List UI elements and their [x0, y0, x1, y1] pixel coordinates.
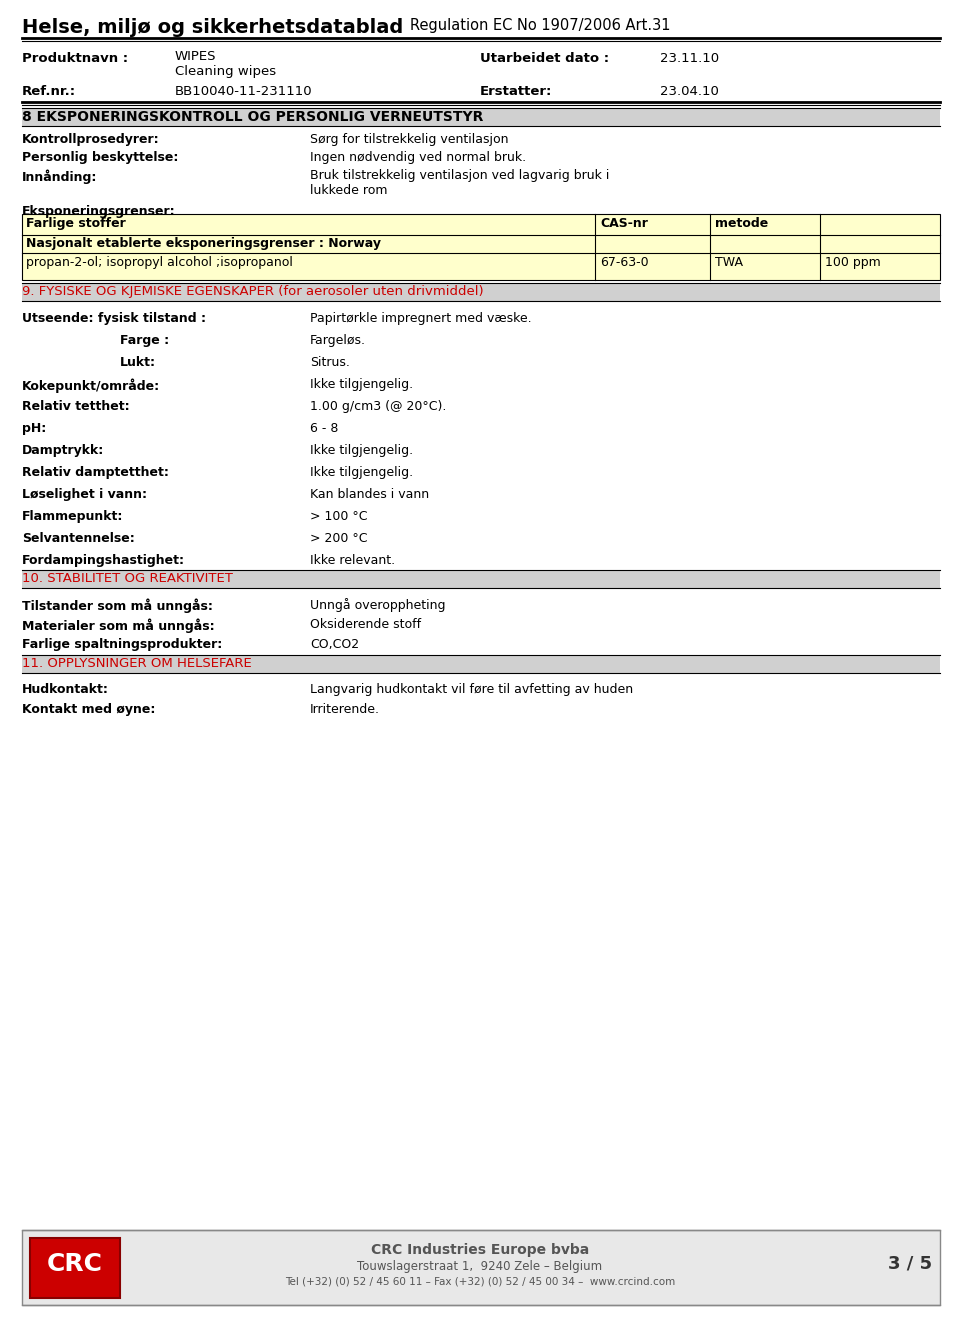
Text: Tel (+32) (0) 52 / 45 60 11 – Fax (+32) (0) 52 / 45 00 34 –  www.crcind.com: Tel (+32) (0) 52 / 45 60 11 – Fax (+32) …	[285, 1276, 675, 1286]
Text: 23.11.10: 23.11.10	[660, 52, 719, 65]
Text: Relativ tetthet:: Relativ tetthet:	[22, 400, 130, 413]
Text: 23.04.10: 23.04.10	[660, 85, 719, 98]
Text: Nasjonalt etablerte eksponeringsgrenser : Norway: Nasjonalt etablerte eksponeringsgrenser …	[26, 237, 381, 250]
Text: Kan blandes i vann: Kan blandes i vann	[310, 489, 429, 500]
Text: Fordampingshastighet:: Fordampingshastighet:	[22, 553, 185, 567]
Text: Relativ damptetthet:: Relativ damptetthet:	[22, 466, 169, 479]
Text: Tilstander som må unngås:: Tilstander som må unngås:	[22, 598, 213, 613]
Bar	[22, 214, 940, 279]
Text: Cleaning wipes: Cleaning wipes	[175, 65, 276, 78]
Text: Ikke tilgjengelig.: Ikke tilgjengelig.	[310, 444, 413, 457]
Text: Fargeløs.: Fargeløs.	[310, 334, 366, 347]
Text: 3 / 5: 3 / 5	[888, 1255, 932, 1272]
Text: 10. STABILITET OG REAKTIVITET: 10. STABILITET OG REAKTIVITET	[22, 572, 233, 585]
Bar	[22, 109, 940, 126]
Text: Løselighet i vann:: Løselighet i vann:	[22, 489, 147, 500]
Bar	[22, 571, 940, 588]
Text: Ikke relevant.: Ikke relevant.	[310, 553, 396, 567]
Text: 9. FYSISKE OG KJEMISKE EGENSKAPER (for aerosoler uten drivmiddel): 9. FYSISKE OG KJEMISKE EGENSKAPER (for a…	[22, 285, 484, 298]
Text: TWA: TWA	[715, 256, 743, 269]
Text: CRC Industries Europe bvba: CRC Industries Europe bvba	[371, 1243, 589, 1256]
Bar	[30, 1238, 120, 1298]
Text: Regulation EC No 1907/2006 Art.31: Regulation EC No 1907/2006 Art.31	[410, 19, 670, 33]
Text: metode: metode	[715, 217, 768, 230]
Text: Flammepunkt:: Flammepunkt:	[22, 510, 124, 523]
Text: Bruk tilstrekkelig ventilasjon ved lagvarig bruk i: Bruk tilstrekkelig ventilasjon ved lagva…	[310, 169, 610, 181]
Text: Erstatter:: Erstatter:	[480, 85, 552, 98]
Text: Ingen nødvendig ved normal bruk.: Ingen nødvendig ved normal bruk.	[310, 151, 526, 164]
Text: Damptrykk:: Damptrykk:	[22, 444, 105, 457]
Text: Ref.nr.:: Ref.nr.:	[22, 85, 76, 98]
Text: Lukt:: Lukt:	[120, 356, 156, 369]
Text: Kontrollprosedyrer:: Kontrollprosedyrer:	[22, 132, 159, 146]
Text: Personlig beskyttelse:: Personlig beskyttelse:	[22, 151, 179, 164]
Text: CRC: CRC	[47, 1253, 103, 1276]
Text: Farlige stoffer: Farlige stoffer	[26, 217, 126, 230]
Text: Farlige spaltningsprodukter:: Farlige spaltningsprodukter:	[22, 638, 223, 651]
Bar	[22, 283, 940, 301]
Bar	[22, 1230, 940, 1305]
Text: 8 EKSPONERINGSKONTROLL OG PERSONLIG VERNEUTSTYR: 8 EKSPONERINGSKONTROLL OG PERSONLIG VERN…	[22, 110, 484, 124]
Text: Kontakt med øyne:: Kontakt med øyne:	[22, 703, 156, 716]
Text: pH:: pH:	[22, 422, 46, 436]
Text: BB10040-11-231110: BB10040-11-231110	[175, 85, 313, 98]
Text: Innånding:: Innånding:	[22, 169, 97, 184]
Text: 1.00 g/cm3 (@ 20°C).: 1.00 g/cm3 (@ 20°C).	[310, 400, 446, 413]
Text: Utarbeidet dato :: Utarbeidet dato :	[480, 52, 610, 65]
Text: 11. OPPLYSNINGER OM HELSEFARE: 11. OPPLYSNINGER OM HELSEFARE	[22, 657, 252, 670]
Text: Papirtørkle impregnert med væske.: Papirtørkle impregnert med væske.	[310, 312, 532, 324]
Text: > 200 °C: > 200 °C	[310, 532, 368, 545]
Text: Ikke tilgjengelig.: Ikke tilgjengelig.	[310, 466, 413, 479]
Text: Hudkontakt:: Hudkontakt:	[22, 683, 108, 696]
Text: Produktnavn :: Produktnavn :	[22, 52, 128, 65]
Text: > 100 °C: > 100 °C	[310, 510, 368, 523]
Text: Oksiderende stoff: Oksiderende stoff	[310, 618, 421, 632]
Text: Farge :: Farge :	[120, 334, 169, 347]
Text: 6 - 8: 6 - 8	[310, 422, 338, 436]
Text: Helse, miljø og sikkerhetsdatablad: Helse, miljø og sikkerhetsdatablad	[22, 19, 403, 37]
Text: WIPES: WIPES	[175, 50, 217, 64]
Text: 100 ppm: 100 ppm	[825, 256, 880, 269]
Text: 67-63-0: 67-63-0	[600, 256, 649, 269]
Text: lukkede rom: lukkede rom	[310, 184, 388, 197]
Text: Touwslagerstraat 1,  9240 Zele – Belgium: Touwslagerstraat 1, 9240 Zele – Belgium	[357, 1260, 603, 1272]
Text: CAS-nr: CAS-nr	[600, 217, 648, 230]
Text: Eksponeringsgrenser:: Eksponeringsgrenser:	[22, 205, 176, 218]
Text: Unngå overoppheting: Unngå overoppheting	[310, 598, 445, 612]
Bar	[22, 655, 940, 673]
Text: Sitrus.: Sitrus.	[310, 356, 349, 369]
Text: propan-2-ol; isopropyl alcohol ;isopropanol: propan-2-ol; isopropyl alcohol ;isopropa…	[26, 256, 293, 269]
Text: Langvarig hudkontakt vil føre til avfetting av huden: Langvarig hudkontakt vil føre til avfett…	[310, 683, 634, 696]
Text: Sørg for tilstrekkelig ventilasjon: Sørg for tilstrekkelig ventilasjon	[310, 132, 509, 146]
Text: Ikke tilgjengelig.: Ikke tilgjengelig.	[310, 377, 413, 391]
Text: Kokepunkt/område:: Kokepunkt/område:	[22, 377, 160, 392]
Text: Materialer som må unngås:: Materialer som må unngås:	[22, 618, 215, 633]
Text: Utseende: fysisk tilstand :: Utseende: fysisk tilstand :	[22, 312, 206, 324]
Text: Selvantennelse:: Selvantennelse:	[22, 532, 134, 545]
Text: Irriterende.: Irriterende.	[310, 703, 380, 716]
Text: CO,CO2: CO,CO2	[310, 638, 359, 651]
